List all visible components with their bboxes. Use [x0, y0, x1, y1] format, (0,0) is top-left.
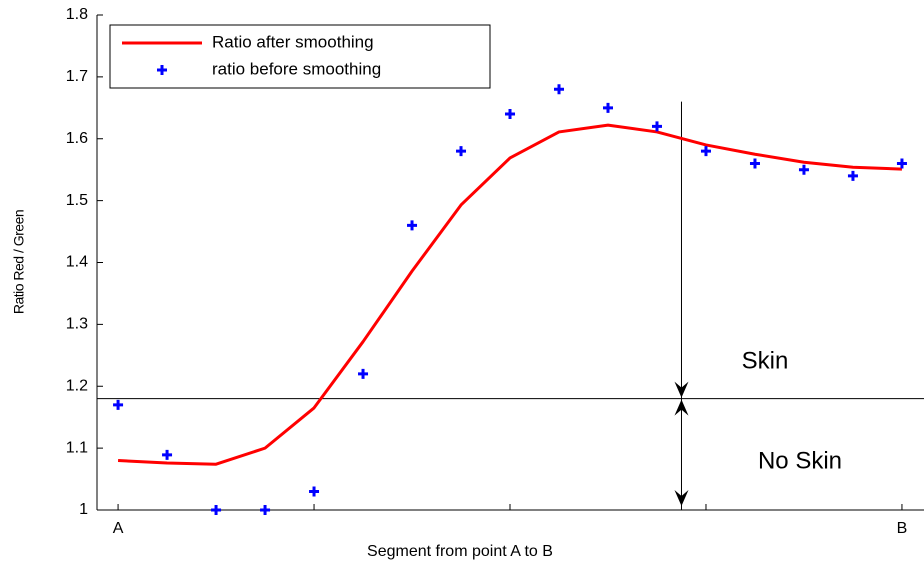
plus-marker: [798, 164, 809, 175]
y-tick-label: 1.3: [66, 316, 88, 333]
x-tick-label: A: [113, 520, 124, 537]
y-tick-label: 1: [79, 501, 88, 518]
y-tick-label: 1.8: [66, 6, 88, 23]
annotation: Skin: [742, 347, 789, 374]
y-tick-label: 1.6: [66, 130, 88, 147]
annotation: No Skin: [758, 447, 842, 474]
legend-swatch: [157, 65, 167, 75]
x-tick-label: B: [897, 520, 908, 537]
x-axis-label: Segment from point A to B: [367, 543, 553, 560]
line-series: [117, 123, 903, 466]
plus-marker: [896, 158, 907, 169]
legend-label: Ratio after smoothing: [212, 32, 374, 51]
legend-label: ratio before smoothing: [212, 59, 381, 78]
legend-box: [109, 24, 491, 89]
plus-marker: [651, 121, 662, 132]
plus-marker: [358, 368, 369, 379]
arrow-head: [674, 381, 689, 398]
y-tick-label: 1.4: [66, 254, 88, 271]
plus-marker: [162, 449, 173, 460]
y-tick-label: 1.2: [66, 377, 88, 394]
y-tick-label: 1.5: [66, 192, 88, 209]
plus-marker: [456, 146, 467, 157]
plus-marker: [847, 170, 858, 181]
plus-marker: [554, 84, 565, 95]
arrow-head: [674, 490, 689, 506]
plus-marker: [113, 399, 124, 410]
plus-marker: [505, 109, 516, 119]
plus-marker: [211, 505, 222, 515]
plus-marker: [309, 486, 320, 497]
plus-marker: [700, 146, 711, 157]
y-axis-label: Ratio Red / Green: [11, 210, 27, 314]
plus-marker: [749, 158, 760, 169]
arrow-head: [674, 399, 689, 416]
y-tick-label: 1.7: [66, 68, 88, 85]
y-tick-label: 1.1: [66, 439, 88, 456]
plus-marker: [260, 505, 271, 515]
legend: Ratio after smoothing ratio before smooth…: [109, 24, 491, 89]
plus-marker: [407, 220, 418, 231]
plus-marker: [602, 102, 613, 113]
